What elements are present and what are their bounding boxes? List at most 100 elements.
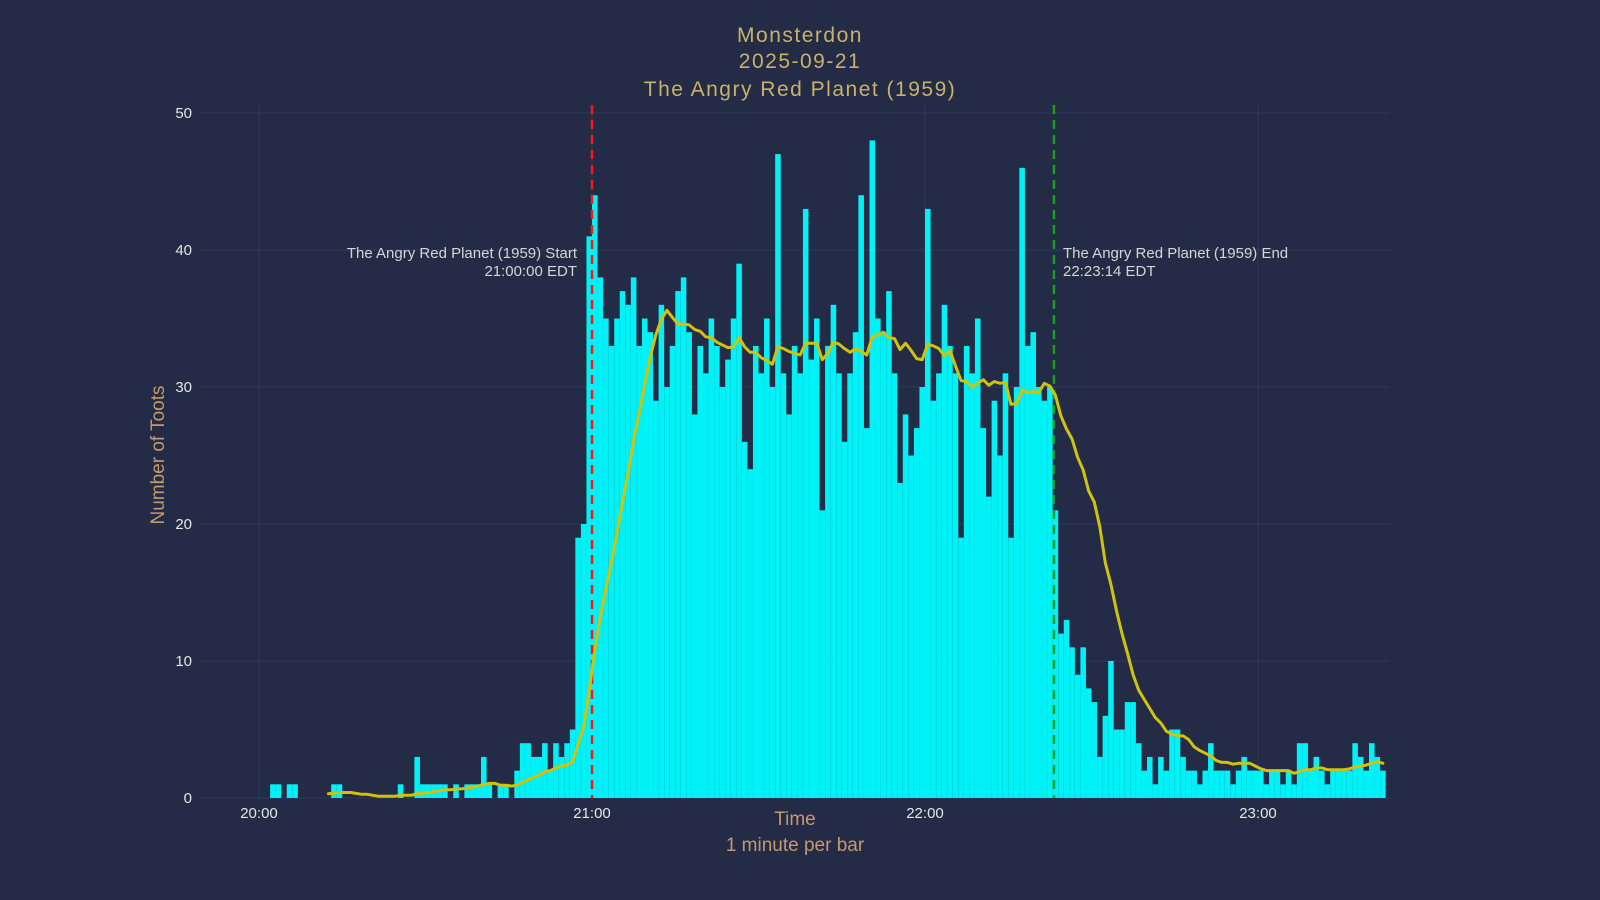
- bar-minute-160: [1147, 756, 1153, 798]
- bar-minute-202: [1380, 770, 1386, 798]
- bar-minute-88: [747, 469, 753, 798]
- start-line-annotation: The Angry Red Planet (1959) Start 21:00:…: [347, 245, 578, 280]
- bar-minute-162: [1158, 756, 1164, 798]
- chart-subtitle-movie: The Angry Red Planet (1959): [644, 78, 957, 101]
- bar-minute-71: [653, 400, 659, 798]
- bar-minute-180: [1258, 770, 1264, 798]
- bar-minute-109: [863, 428, 870, 798]
- bar-minute-77: [686, 332, 692, 798]
- bar-minute-163: [1163, 770, 1170, 798]
- bar-minute-38: [469, 784, 476, 798]
- bar-minute-149: [1085, 688, 1092, 798]
- bar-minute-127: [963, 345, 970, 798]
- start-annotation-line2: 21:00:00 EDT: [484, 263, 577, 280]
- bar-minute-155: [1119, 729, 1125, 798]
- bar-minute-91: [764, 318, 770, 798]
- bar-minute-129: [974, 318, 981, 798]
- bar-minute-191: [1319, 770, 1325, 798]
- bar-minute-63: [608, 345, 615, 798]
- bar-minute-124: [947, 345, 953, 798]
- x-axis-title: Time: [774, 809, 816, 830]
- bar-minute-81: [708, 318, 715, 798]
- toot-count-bars: [270, 140, 1386, 799]
- bar-minute-101: [819, 510, 826, 798]
- bar-minute-178: [1246, 770, 1253, 798]
- bar-minute-200: [1369, 743, 1375, 798]
- bar-minute-192: [1324, 784, 1331, 798]
- y-tick-labels: 0 10 20 30 40 50: [175, 105, 192, 807]
- bar-minute-132: [991, 400, 998, 798]
- bar-minute-70: [647, 332, 654, 798]
- bar-minute-179: [1252, 770, 1258, 798]
- bar-minute-58: [580, 524, 587, 798]
- bar-minute-123: [941, 304, 948, 798]
- bar-minute-66: [625, 304, 631, 798]
- bar-minute-65: [619, 291, 626, 798]
- bar-minute-73: [664, 387, 670, 798]
- bar-minute-100: [814, 318, 820, 798]
- end-line-annotation: The Angry Red Planet (1959) End 22:23:14…: [1063, 245, 1288, 280]
- bar-minute-41: [486, 784, 493, 798]
- bar-minute-47: [519, 743, 526, 798]
- bar-minute-197: [1352, 743, 1358, 798]
- bar-minute-151: [1097, 756, 1103, 798]
- bar-minute-2: [270, 784, 276, 798]
- bar-minute-176: [1235, 770, 1242, 798]
- bar-minute-90: [758, 373, 765, 798]
- chart-subtitle-date: 2025-09-21: [739, 50, 861, 73]
- bar-minute-53: [553, 743, 559, 798]
- event-lines: [590, 105, 1056, 798]
- bar-minute-86: [736, 263, 742, 798]
- bar-minute-102: [825, 345, 831, 798]
- bar-minute-107: [852, 332, 859, 798]
- bar-minute-80: [703, 373, 709, 798]
- bar-minute-29: [419, 784, 426, 798]
- bar-minute-98: [802, 208, 809, 798]
- bar-minute-142: [1047, 387, 1053, 798]
- bar-minute-167: [1185, 770, 1192, 798]
- bar-minute-199: [1363, 770, 1369, 798]
- bar-minute-113: [886, 291, 892, 798]
- bar-minute-144: [1058, 633, 1064, 798]
- start-annotation-line1: The Angry Red Planet (1959) Start: [347, 245, 578, 262]
- bar-minute-118: [913, 428, 920, 798]
- bar-minute-126: [958, 537, 964, 798]
- bar-minute-48: [525, 743, 531, 798]
- bar-minute-189: [1307, 770, 1314, 798]
- bar-minute-193: [1330, 770, 1336, 798]
- bar-minute-74: [669, 345, 676, 798]
- bar-minute-87: [741, 441, 748, 798]
- bar-minute-130: [980, 428, 987, 798]
- bar-minute-56: [569, 729, 576, 798]
- bar-minute-150: [1091, 702, 1098, 798]
- bar-minute-128: [969, 373, 975, 798]
- bar-minute-103: [830, 304, 837, 798]
- bar-minute-67: [630, 277, 637, 798]
- bar-minute-96: [791, 345, 798, 798]
- bar-minute-60: [592, 195, 598, 798]
- bar-minute-182: [1269, 770, 1275, 798]
- bar-minute-99: [808, 359, 814, 798]
- bar-minute-82: [714, 345, 720, 798]
- bar-minute-159: [1141, 770, 1147, 798]
- bar-minute-148: [1080, 647, 1086, 798]
- bar-minute-28: [414, 756, 420, 798]
- bar-minute-161: [1152, 784, 1159, 798]
- bar-minute-93: [775, 154, 781, 799]
- end-annotation-line1: The Angry Red Planet (1959) End: [1063, 245, 1288, 262]
- y-tick-label-40: 40: [175, 242, 192, 259]
- x-tick-label-20:00: 20:00: [240, 805, 278, 822]
- bar-minute-147: [1074, 674, 1081, 798]
- bar-minute-157: [1130, 702, 1136, 798]
- bar-minute-138: [1024, 345, 1031, 798]
- bar-minute-3: [275, 784, 282, 798]
- y-tick-label-0: 0: [184, 790, 192, 807]
- bar-minute-115: [897, 482, 903, 798]
- bar-minute-79: [697, 345, 703, 798]
- bar-minute-171: [1208, 743, 1214, 798]
- x-tick-label-22:00: 22:00: [906, 805, 944, 822]
- bar-minute-43: [497, 784, 504, 798]
- bar-minute-158: [1135, 743, 1142, 798]
- bar-minute-146: [1069, 647, 1075, 798]
- bar-minute-95: [786, 414, 792, 798]
